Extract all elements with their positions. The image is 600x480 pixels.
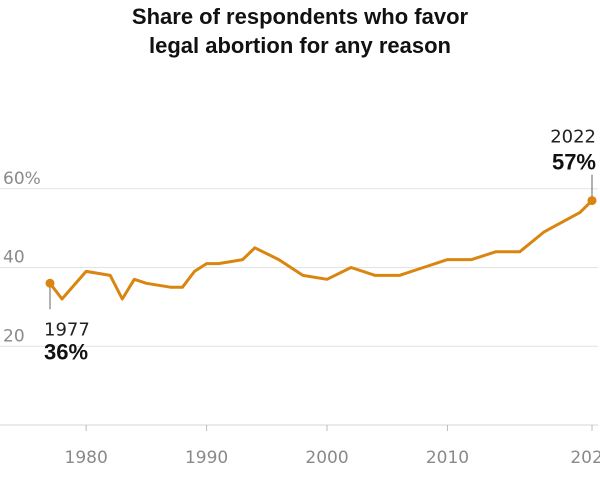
annotation-dot-1977 bbox=[45, 278, 55, 288]
annotation-value-2022: 57% bbox=[552, 150, 596, 175]
annotation-year-2022: 2022 bbox=[550, 127, 596, 148]
annotation-value-1977: 36% bbox=[44, 339, 88, 364]
annotation-dot-2022 bbox=[587, 196, 597, 206]
x-tick-label-2000: 2000 bbox=[305, 448, 348, 468]
x-axis-ticks: 1980 1990 2000 2010 2022 bbox=[65, 425, 600, 468]
y-tick-label-20: 20 bbox=[3, 326, 25, 346]
chart-title-line-2: legal abortion for any reason bbox=[149, 33, 451, 58]
chart-title-line-1: Share of respondents who favor bbox=[131, 4, 469, 29]
x-tick-label-2010: 2010 bbox=[426, 448, 469, 468]
chart-title: Share of respondents who favor legal abo… bbox=[0, 2, 600, 60]
x-tick-label-1990: 1990 bbox=[185, 448, 228, 468]
annotation-year-1977: 1977 bbox=[44, 319, 90, 340]
y-tick-label-60: 60% bbox=[3, 169, 41, 189]
x-tick-label-1980: 1980 bbox=[65, 448, 108, 468]
x-tick-label-2022: 2022 bbox=[570, 448, 600, 468]
series-layer bbox=[48, 199, 594, 301]
series-line-0 bbox=[48, 199, 594, 301]
y-tick-label-40: 40 bbox=[3, 248, 25, 268]
grid-layer bbox=[0, 188, 598, 426]
y-axis-ticks: 20 40 60% bbox=[3, 169, 41, 347]
